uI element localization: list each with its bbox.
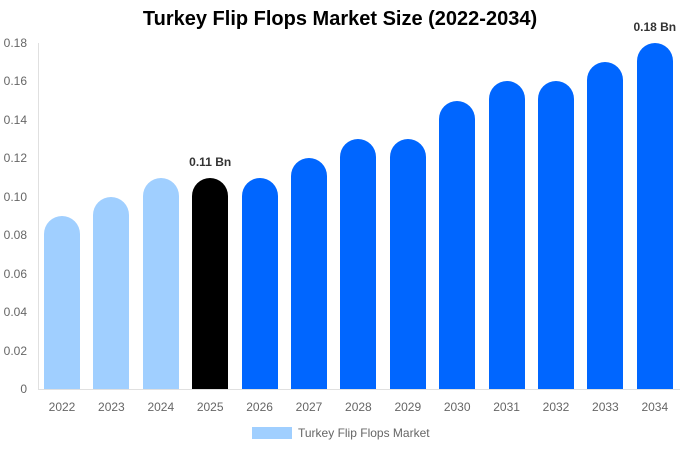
data-label: 0.18 Bn bbox=[633, 20, 677, 34]
bar-2025[interactable] bbox=[192, 177, 229, 389]
x-tick-label: 2022 bbox=[48, 400, 76, 414]
bar-2026[interactable] bbox=[241, 177, 278, 389]
bar-2028[interactable] bbox=[340, 139, 377, 389]
y-tick-label: 0.04 bbox=[3, 305, 27, 320]
x-tick-label: 2028 bbox=[345, 400, 372, 414]
x-tick-label: 2031 bbox=[493, 400, 520, 414]
bar-2029[interactable] bbox=[389, 139, 426, 389]
x-tick-label: 2030 bbox=[443, 400, 471, 414]
bar-2032[interactable] bbox=[538, 81, 574, 389]
x-tick-label: 2024 bbox=[147, 400, 175, 414]
legend[interactable]: Turkey Flip Flops Market bbox=[252, 426, 430, 440]
bar-2034[interactable] bbox=[636, 43, 673, 389]
y-tick-label: 0.14 bbox=[3, 112, 27, 127]
bar-2030[interactable] bbox=[439, 100, 476, 389]
bar-2031[interactable] bbox=[488, 81, 525, 389]
data-label: 0.11 Bn bbox=[189, 154, 232, 169]
x-tick-label: 2032 bbox=[542, 400, 570, 414]
x-tick-label: 2023 bbox=[98, 400, 125, 414]
y-tick-label: 0 bbox=[20, 382, 27, 396]
bar-2022[interactable] bbox=[44, 216, 80, 389]
y-tick-label: 0.06 bbox=[3, 266, 27, 281]
bar-2027[interactable] bbox=[291, 158, 327, 389]
x-axis-line bbox=[38, 389, 680, 390]
x-tick-label: 2033 bbox=[592, 400, 619, 414]
x-tick-label: 2025 bbox=[196, 400, 224, 414]
bar-2023[interactable] bbox=[93, 196, 130, 389]
x-tick-label: 2027 bbox=[295, 400, 323, 414]
y-tick-label: 0.12 bbox=[3, 151, 27, 166]
y-tick-label: 0.02 bbox=[3, 343, 27, 358]
x-tick-label: 2034 bbox=[641, 400, 669, 414]
y-axis-line bbox=[38, 43, 39, 389]
legend-label: Turkey Flip Flops Market bbox=[298, 426, 430, 440]
x-tick-label: 2026 bbox=[246, 400, 273, 414]
legend-swatch bbox=[252, 427, 292, 439]
bar-2024[interactable] bbox=[142, 177, 179, 389]
bar-2033[interactable] bbox=[587, 62, 624, 389]
x-tick-label: 2029 bbox=[394, 400, 422, 414]
chart-title: Turkey Flip Flops Market Size (2022-2034… bbox=[142, 8, 538, 30]
y-tick-label: 0.16 bbox=[3, 74, 27, 89]
y-tick-label: 0.10 bbox=[3, 189, 27, 204]
y-tick-label: 0.18 bbox=[3, 36, 27, 50]
y-tick-label: 0.08 bbox=[3, 228, 27, 243]
